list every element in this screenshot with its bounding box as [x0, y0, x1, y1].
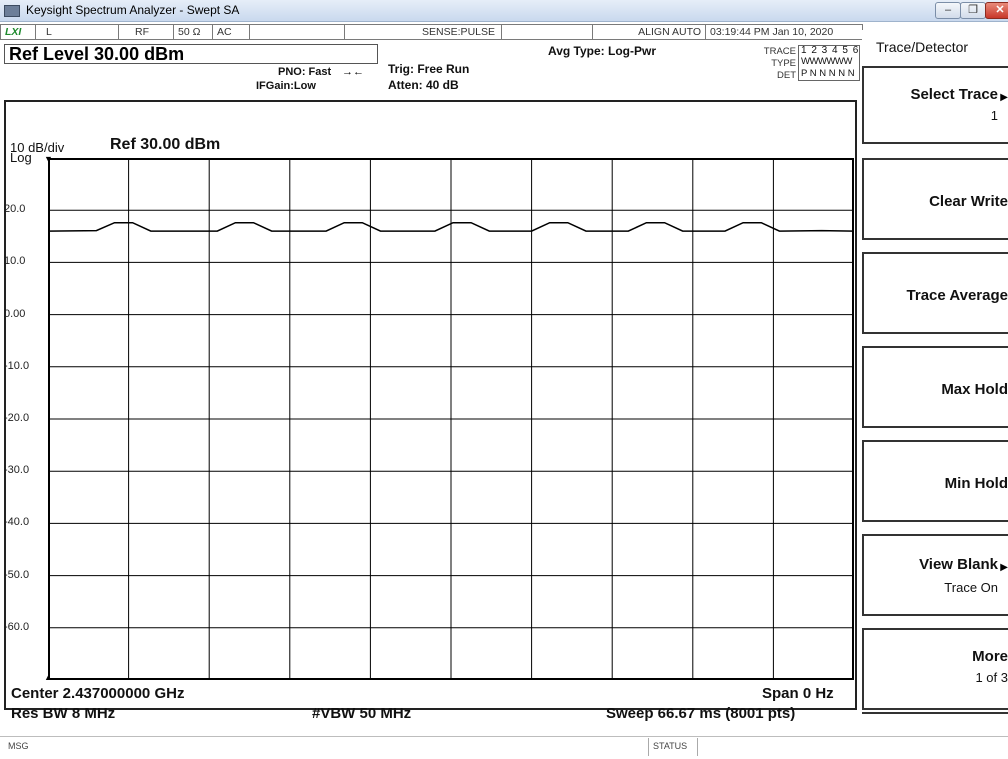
datetime: 03:19:44 PM Jan 10, 2020 [705, 24, 863, 40]
log-label: Log [10, 150, 32, 165]
submenu-arrow-icon: ▶ [1000, 92, 1008, 103]
avg-type-status: Avg Type: Log-Pwr [548, 44, 656, 58]
y-tick-label: -30.0 [4, 464, 30, 477]
y-tick-label: 10.0 [4, 255, 26, 268]
trace-row-label: TRACE [763, 46, 796, 57]
lxi-logo: LXI [0, 24, 36, 40]
y-tick-label: 20.0 [4, 203, 26, 216]
trace-line [48, 221, 854, 232]
trace-numbers: 1 2 3 4 5 6 [798, 45, 860, 57]
status-area: STATUS [648, 738, 698, 756]
y-tick-label: 0.00 [4, 307, 26, 320]
menu-title: Trace/Detector [862, 30, 1008, 66]
trigger-status: Trig: Free Run [388, 62, 470, 76]
softkey-view-blank[interactable]: View Blank ▶ Trace On [862, 534, 1008, 616]
window-title-bar[interactable]: Keysight Spectrum Analyzer - Swept SA – … [0, 0, 1008, 22]
trace-plot[interactable] [48, 158, 854, 680]
rf-indicator: RF [118, 24, 174, 40]
impedance-indicator: 50 Ω [173, 24, 213, 40]
ref-label: Ref 30.00 dBm [110, 136, 221, 153]
status-cell-blank-2 [501, 24, 593, 40]
submenu-arrow-icon: ▶ [1000, 562, 1008, 573]
y-tick-label: -20.0 [4, 412, 30, 424]
y-tick-label: -40.0 [4, 516, 30, 529]
atten-status: Atten: 40 dB [388, 78, 459, 92]
softkey-trace-average[interactable]: Trace Average [862, 252, 1008, 334]
y-tick-label: -50.0 [4, 568, 30, 581]
align-indicator: ALIGN AUTO [592, 24, 706, 40]
sense-indicator: SENSE:PULSE [344, 24, 502, 40]
res-bw[interactable]: Res BW 8 MHz [11, 705, 116, 722]
span-readout[interactable]: Span 0 Hz [762, 685, 834, 702]
det-row-label: DET [777, 70, 796, 81]
maximize-button[interactable]: ❐ [960, 2, 986, 19]
ref-level-readout[interactable]: Ref Level 30.00 dBm [4, 44, 378, 64]
scale-label: 10 dB/div [10, 140, 65, 155]
input-indicator: L [35, 24, 119, 40]
y-tick-label: -10.0 [4, 359, 30, 372]
coupling-indicator: AC [212, 24, 250, 40]
y-tick-label: -60.0 [4, 620, 30, 633]
close-button[interactable]: ✕ [985, 2, 1008, 19]
graph-frame [4, 100, 857, 710]
sweep-readout[interactable]: Sweep 66.67 ms (8001 pts) [606, 705, 796, 722]
type-row-label: TYPE [771, 58, 796, 69]
trace-detectors: P N N N N N [798, 69, 860, 81]
msg-area: MSG [8, 741, 29, 751]
softkey-select-trace[interactable]: Select Trace ▶ 1 [862, 66, 1008, 144]
status-cell-blank-1 [249, 24, 345, 40]
app-icon [4, 5, 20, 17]
bottom-status-bar [0, 736, 1008, 759]
softkey-max-hold[interactable]: Max Hold [862, 346, 1008, 428]
softkey-min-hold[interactable]: Min Hold [862, 440, 1008, 522]
center-frequency[interactable]: Center 2.437000000 GHz [11, 685, 185, 702]
pno-status: PNO: Fast [278, 66, 332, 78]
softkey-clear-write[interactable]: Clear Write [862, 158, 1008, 240]
softkey-more[interactable]: More 1 of 3 [862, 628, 1008, 710]
pno-arrow-icon: →← [342, 66, 364, 78]
window-title: Keysight Spectrum Analyzer - Swept SA [26, 3, 240, 17]
vbw-readout[interactable]: #VBW 50 MHz [312, 705, 412, 722]
trace-types: WWWWWW [798, 57, 860, 69]
ifgain-status: IFGain:Low [256, 80, 316, 92]
softkey-spacer [862, 712, 1008, 732]
minimize-button[interactable]: – [935, 2, 961, 19]
